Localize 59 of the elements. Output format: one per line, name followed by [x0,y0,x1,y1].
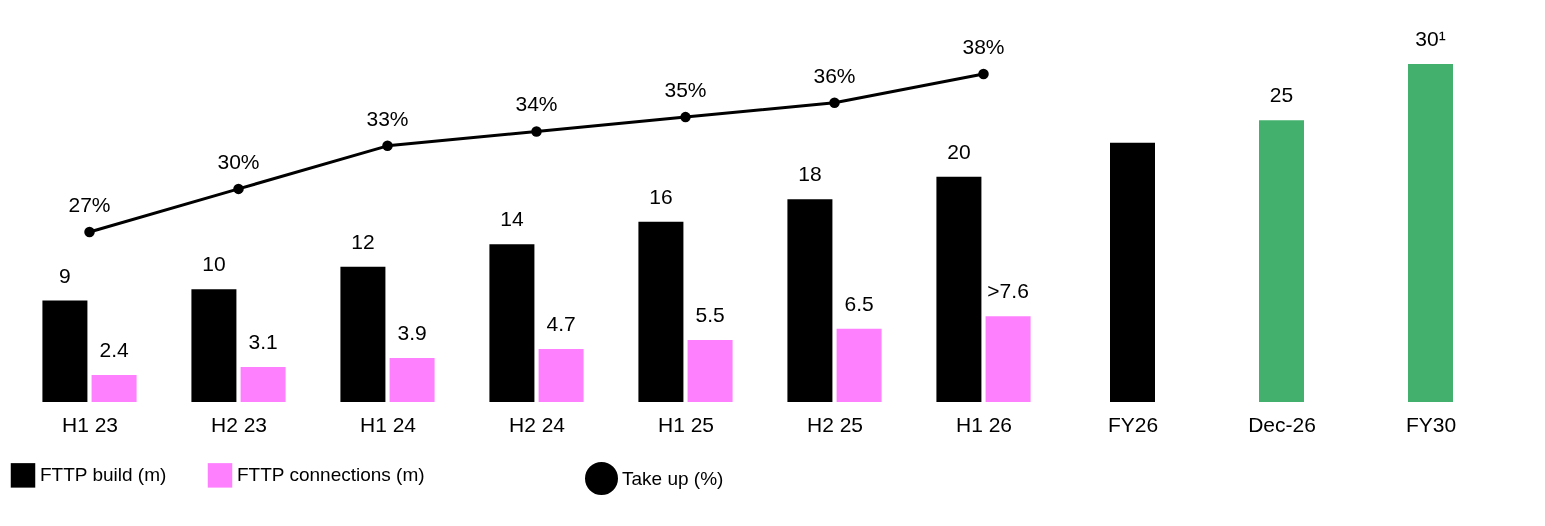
bar [787,199,833,402]
data-label: 35% [664,78,707,102]
point [84,226,95,238]
legend-label: FTTP connections (m) [237,464,425,486]
data-label: 10 [202,252,226,276]
bar [985,316,1031,402]
bar [191,289,237,402]
bar [240,367,286,402]
x-tick-label: H1 25 [657,412,715,436]
data-label: 36% [813,63,856,87]
data-label: >7.6 [987,279,1029,303]
bar [836,328,882,402]
data-label: 20 [947,139,971,163]
data-label: 2.4 [99,337,129,361]
x-tick-label: H1 24 [359,412,417,436]
data-label: 16 [649,184,673,208]
bar [489,244,535,402]
point [978,68,989,80]
bar [1259,120,1304,402]
x-tick-label: H2 25 [806,412,864,436]
data-label: 5.5 [695,303,725,327]
data-label: 30% [217,149,260,173]
data-label: 4.7 [546,312,576,336]
bar [42,300,88,402]
bar [91,374,137,402]
data-label: 38% [962,35,1005,58]
bar [340,266,386,402]
data-label: 25 [1269,83,1294,107]
bar [1408,64,1453,402]
point [531,126,542,137]
point [382,140,393,152]
data-label: 3.9 [397,321,427,345]
x-tick-label: FY26 [1107,412,1159,436]
bar [538,349,584,402]
x-tick-label: H2 24 [508,412,566,436]
bar [687,340,733,402]
data-label: 9 [59,263,71,287]
point [680,111,691,123]
data-label: 6.5 [844,291,874,315]
data-label: 30¹ [1415,27,1446,50]
data-label: 12 [351,229,375,253]
x-tick-label: H1 23 [61,412,119,436]
legend-label: FTTP build (m) [40,464,167,486]
bar [936,176,982,402]
data-label: 18 [798,162,822,186]
data-label: 33% [366,106,409,130]
data-label: 14 [500,207,524,231]
x-tick-label: H1 26 [955,412,1013,436]
x-tick-label: FY30 [1405,412,1457,436]
legend-label: Take up (%) [622,467,724,489]
point [233,183,244,195]
data-label: 27% [68,193,111,216]
bar [389,358,435,402]
x-tick-label: Dec-26 [1248,412,1316,436]
data-label: 3.1 [248,330,278,354]
x-tick-label: H2 23 [210,412,268,436]
point [829,97,840,108]
bar [638,221,684,402]
data-label: 34% [515,92,558,116]
